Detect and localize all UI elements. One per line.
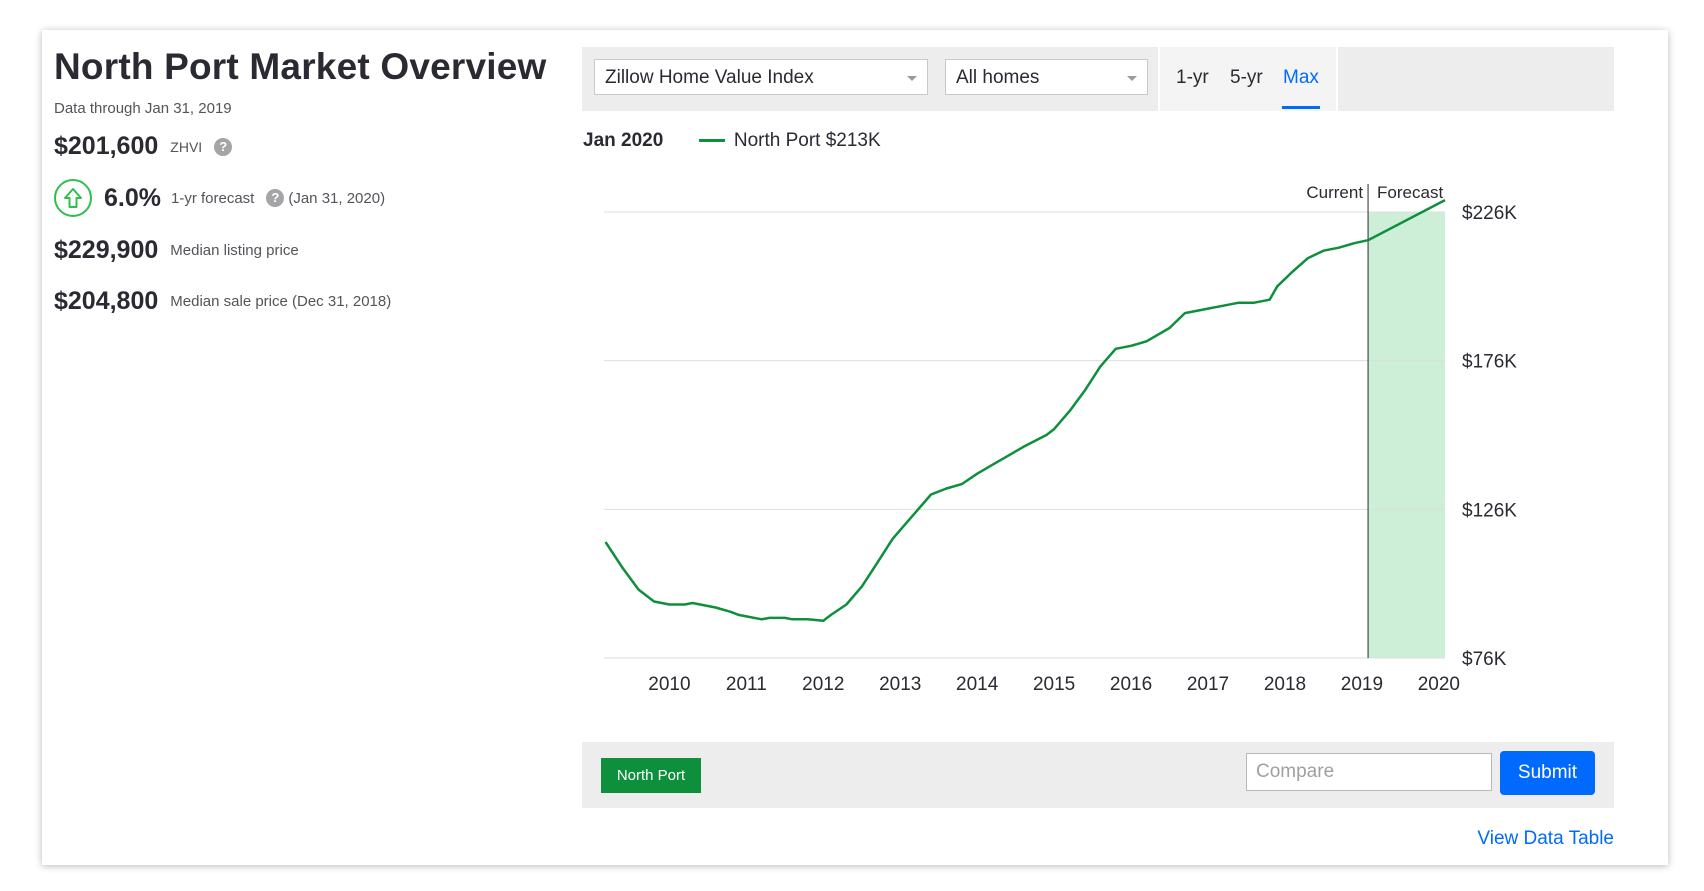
chevron-down-icon [907, 76, 917, 81]
range-5yr[interactable]: 5-yr [1230, 67, 1263, 88]
x-tick-label: 2020 [1418, 674, 1460, 695]
legend-line-swatch [698, 139, 725, 143]
help-icon[interactable]: ? [266, 189, 285, 207]
x-tick-label: 2015 [1033, 674, 1075, 695]
overview-panel: North Port Market Overview Data through … [54, 46, 574, 315]
data-through-text: Data through Jan 31, 2019 [54, 100, 232, 117]
view-data-table-link[interactable]: View Data Table [1477, 828, 1614, 849]
x-tick-label: 2010 [648, 674, 690, 695]
compare-bar: North Port Submit [582, 742, 1614, 808]
zhvi-label: ZHVI [170, 138, 203, 155]
range-selector [1160, 47, 1336, 111]
y-tick-label: $226K [1462, 203, 1517, 224]
active-range-indicator [1282, 106, 1320, 109]
metric-select-value: Zillow Home Value Index [605, 67, 814, 88]
home-type-select-value: All homes [956, 67, 1040, 88]
legend-date: Jan 2020 [583, 130, 664, 151]
compare-input[interactable] [1246, 753, 1492, 791]
series-line [604, 238, 1369, 623]
x-tick-label: 2014 [956, 674, 999, 695]
x-tick-label: 2013 [879, 674, 921, 695]
y-tick-label: $76K [1462, 649, 1507, 670]
x-tick-label: 2011 [726, 674, 767, 695]
sale-price-value: $204,800 [54, 287, 159, 315]
zhvi-value: $201,600 [54, 132, 159, 160]
up-arrow-icon [54, 179, 92, 217]
x-tick-label: 2016 [1110, 674, 1152, 695]
help-icon[interactable]: ? [214, 137, 233, 156]
y-tick-label: $176K [1462, 352, 1517, 373]
x-tick-label: 2012 [802, 674, 844, 695]
home-type-select[interactable]: All homes [945, 59, 1148, 95]
forecast-label: Forecast [1377, 183, 1443, 202]
forecast-date: (Jan 31, 2020) [288, 189, 386, 207]
x-tick-label: 2018 [1264, 674, 1306, 695]
chart-toolbar: Zillow Home Value Index All homes 1-yr 5… [582, 47, 1614, 111]
listing-price-label: Median listing price [170, 242, 299, 259]
x-tick-label: 2019 [1341, 674, 1383, 695]
chart-legend: Jan 2020 North Port $213K [583, 130, 881, 152]
sale-price-stat: $204,800 Median sale price (Dec 31, 2018… [54, 287, 391, 316]
y-tick-label: $126K [1462, 500, 1517, 521]
chevron-down-icon [1127, 76, 1137, 81]
forecast-value: 6.0% [104, 183, 161, 212]
submit-button[interactable]: Submit [1500, 751, 1595, 795]
x-tick-label: 2017 [1187, 674, 1229, 695]
toolbar-divider [1336, 47, 1338, 111]
zhvi-stat: $201,600 ZHVI ? [54, 132, 233, 161]
listing-price-value: $229,900 [54, 236, 159, 264]
forecast-stat: 6.0% 1-yr forecast ? (Jan 31, 2020) [54, 179, 385, 217]
region-tag[interactable]: North Port [601, 758, 701, 793]
range-max[interactable]: Max [1283, 67, 1319, 88]
legend-series-label: North Port $213K [733, 130, 881, 151]
forecast-label: 1-yr forecast [170, 189, 255, 207]
forecast-band [1368, 212, 1445, 658]
forecast-line [1367, 198, 1446, 242]
home-value-chart: $226K $176K $126K $76K 2010 2011 2012 2013 2014 2… [604, 183, 1517, 695]
metric-select[interactable]: Zillow Home Value Index [594, 59, 928, 95]
listing-price-stat: $229,900 Median listing price [54, 236, 299, 265]
sale-price-label: Median sale price (Dec 31, 2018) [170, 293, 392, 310]
current-label: Current [1306, 183, 1363, 202]
toolbar-divider [1158, 47, 1160, 111]
range-1yr[interactable]: 1-yr [1176, 67, 1209, 88]
page-title: North Port Market Overview [54, 46, 547, 87]
